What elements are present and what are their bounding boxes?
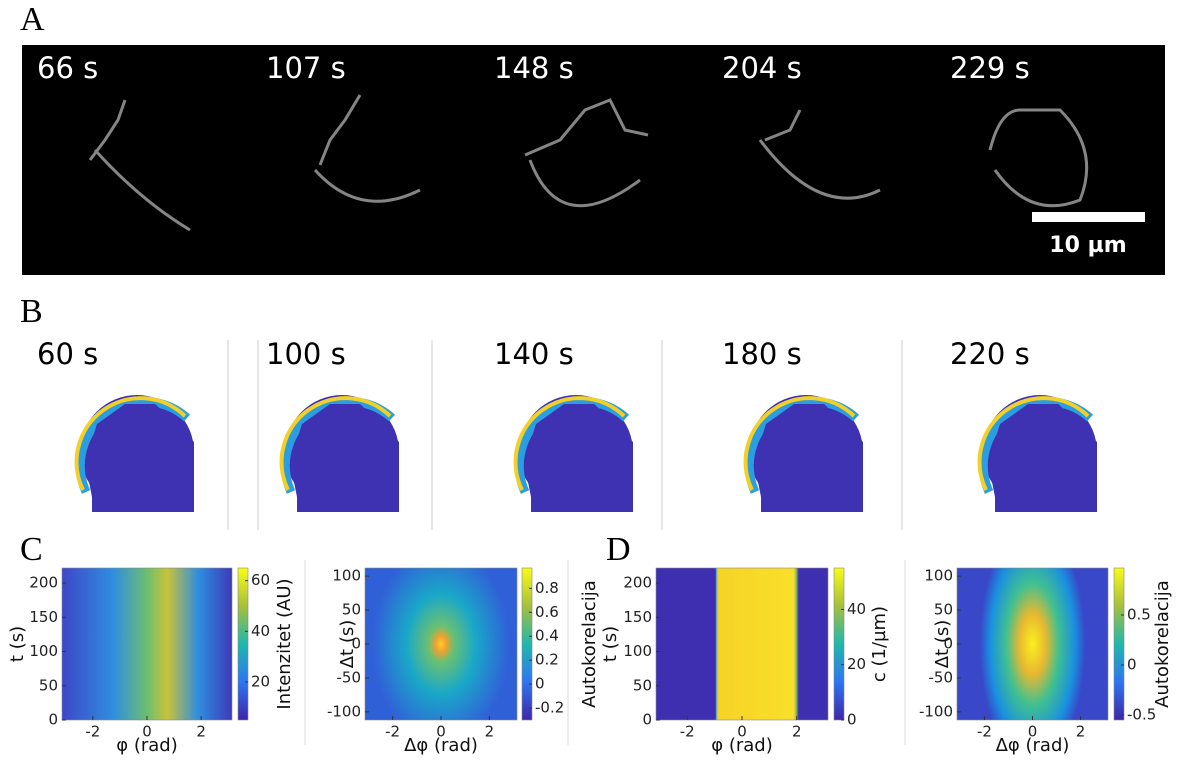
x-tick-label: 2 [792, 723, 802, 741]
y-axis-label: t (s) [600, 626, 621, 662]
time-label: 148 s [494, 51, 574, 85]
microscopy-strip [22, 45, 1165, 275]
y-tick-label: 0 [351, 635, 361, 653]
y-tick-label: 100 [924, 567, 953, 585]
heatmap-image [62, 568, 232, 720]
colorbar-label: Autokorelacija [1152, 580, 1173, 708]
colorbar [237, 567, 249, 721]
y-axis-label: Δt (s) [932, 620, 953, 669]
y-tick-label: 100 [332, 567, 361, 585]
scale-bar [1032, 212, 1145, 222]
y-tick-label: 150 [623, 608, 652, 626]
colorbar-tick-label: 40 [847, 600, 866, 618]
x-tick-label: 2 [1076, 723, 1086, 741]
y-tick-label: 200 [29, 574, 58, 592]
colorbar-tick-label: 0 [847, 711, 857, 729]
y-tick-label: 50 [342, 601, 361, 619]
colorbar-tick-label: 20 [847, 655, 866, 673]
x-tick-label: 0 [436, 723, 446, 741]
colorbar-label: c (1/µm) [869, 606, 890, 682]
y-tick-label: 0 [943, 635, 953, 653]
colorbar-tick-label: 0 [535, 675, 545, 693]
x-tick-label: 0 [1028, 723, 1038, 741]
y-axis-label: t (s) [7, 626, 28, 662]
x-axis-label: Δφ (rad) [404, 735, 478, 756]
heatmap-image [656, 568, 828, 720]
time-label: 204 s [722, 51, 802, 85]
colorbar-tick-label: 20 [251, 673, 270, 691]
time-label: 220 s [950, 337, 1030, 371]
heatmap-image [365, 568, 517, 720]
panel-label: D [606, 531, 631, 568]
x-tick-label: 2 [196, 723, 206, 741]
colorbar-tick-label: 0.8 [535, 579, 559, 597]
colorbar [1113, 567, 1125, 721]
colorbar [521, 567, 533, 721]
colorbar-tick-label: 0.5 [1127, 606, 1151, 624]
colorbar [833, 567, 845, 721]
y-tick-label: 50 [39, 676, 58, 694]
x-axis-label: Δφ (rad) [996, 735, 1070, 756]
colorbar-tick-label: 0.6 [535, 603, 559, 621]
time-label: 66 s [37, 51, 98, 85]
y-tick-label: -50 [929, 668, 954, 686]
time-label: 229 s [950, 51, 1030, 85]
y-tick-label: -50 [337, 668, 362, 686]
colorbar-tick-label: 0.2 [535, 651, 559, 669]
colorbar-tick-label: 0.4 [535, 627, 559, 645]
x-tick-label: 2 [485, 723, 495, 741]
colorbar-tick-label: -0.2 [535, 699, 564, 717]
time-label: 140 s [494, 337, 574, 371]
y-tick-label: 100 [29, 642, 58, 660]
x-axis-label: φ (rad) [116, 735, 178, 756]
y-tick-label: 50 [934, 601, 953, 619]
time-label: 107 s [266, 51, 346, 85]
x-tick-label: -2 [680, 723, 695, 741]
colorbar-tick-label: 0 [1127, 656, 1137, 674]
x-tick-label: -2 [85, 723, 100, 741]
panel-label: B [20, 293, 43, 330]
heatmap-image [957, 568, 1108, 720]
x-tick-label: 0 [737, 723, 747, 741]
separators [304, 560, 906, 745]
cells [88, 94, 1089, 232]
times-b: 60 s 100 s 140 s 180 s 220 s [37, 337, 1030, 371]
times-a: 66 s 107 s 148 s 204 s 229 s [37, 51, 1030, 85]
colorbar-tick-label: 40 [251, 622, 270, 640]
time-label: 100 s [266, 337, 346, 371]
panel-label: A [20, 1, 45, 38]
time-label: 180 s [722, 337, 802, 371]
y-axis-label: Δt (s) [337, 620, 358, 669]
colorbar-tick-label: 60 [251, 571, 270, 589]
colorbar-label: Intenzitet (AU) [274, 578, 295, 709]
y-tick-label: 200 [623, 574, 652, 592]
y-tick-label: -100 [327, 702, 361, 720]
y-tick-label: 150 [29, 608, 58, 626]
y-tick-label: 0 [642, 711, 652, 729]
colorbar-label: Autokorelacija [579, 580, 600, 708]
colorbar-tick-label: -0.5 [1127, 706, 1156, 724]
y-tick-label: 0 [48, 711, 58, 729]
separators [227, 340, 903, 530]
cell-models [77, 395, 1097, 512]
panel-label: C [20, 531, 43, 568]
y-tick-label: 100 [623, 642, 652, 660]
scale-bar-label: 10 µm [1049, 233, 1126, 258]
y-tick-label: -100 [919, 702, 953, 720]
y-tick-label: 50 [633, 676, 652, 694]
x-tick-label: -2 [385, 723, 400, 741]
x-tick-label: 0 [142, 723, 152, 741]
x-axis-label: φ (rad) [711, 735, 773, 756]
x-tick-label: -2 [977, 723, 992, 741]
time-label: 60 s [37, 337, 98, 371]
